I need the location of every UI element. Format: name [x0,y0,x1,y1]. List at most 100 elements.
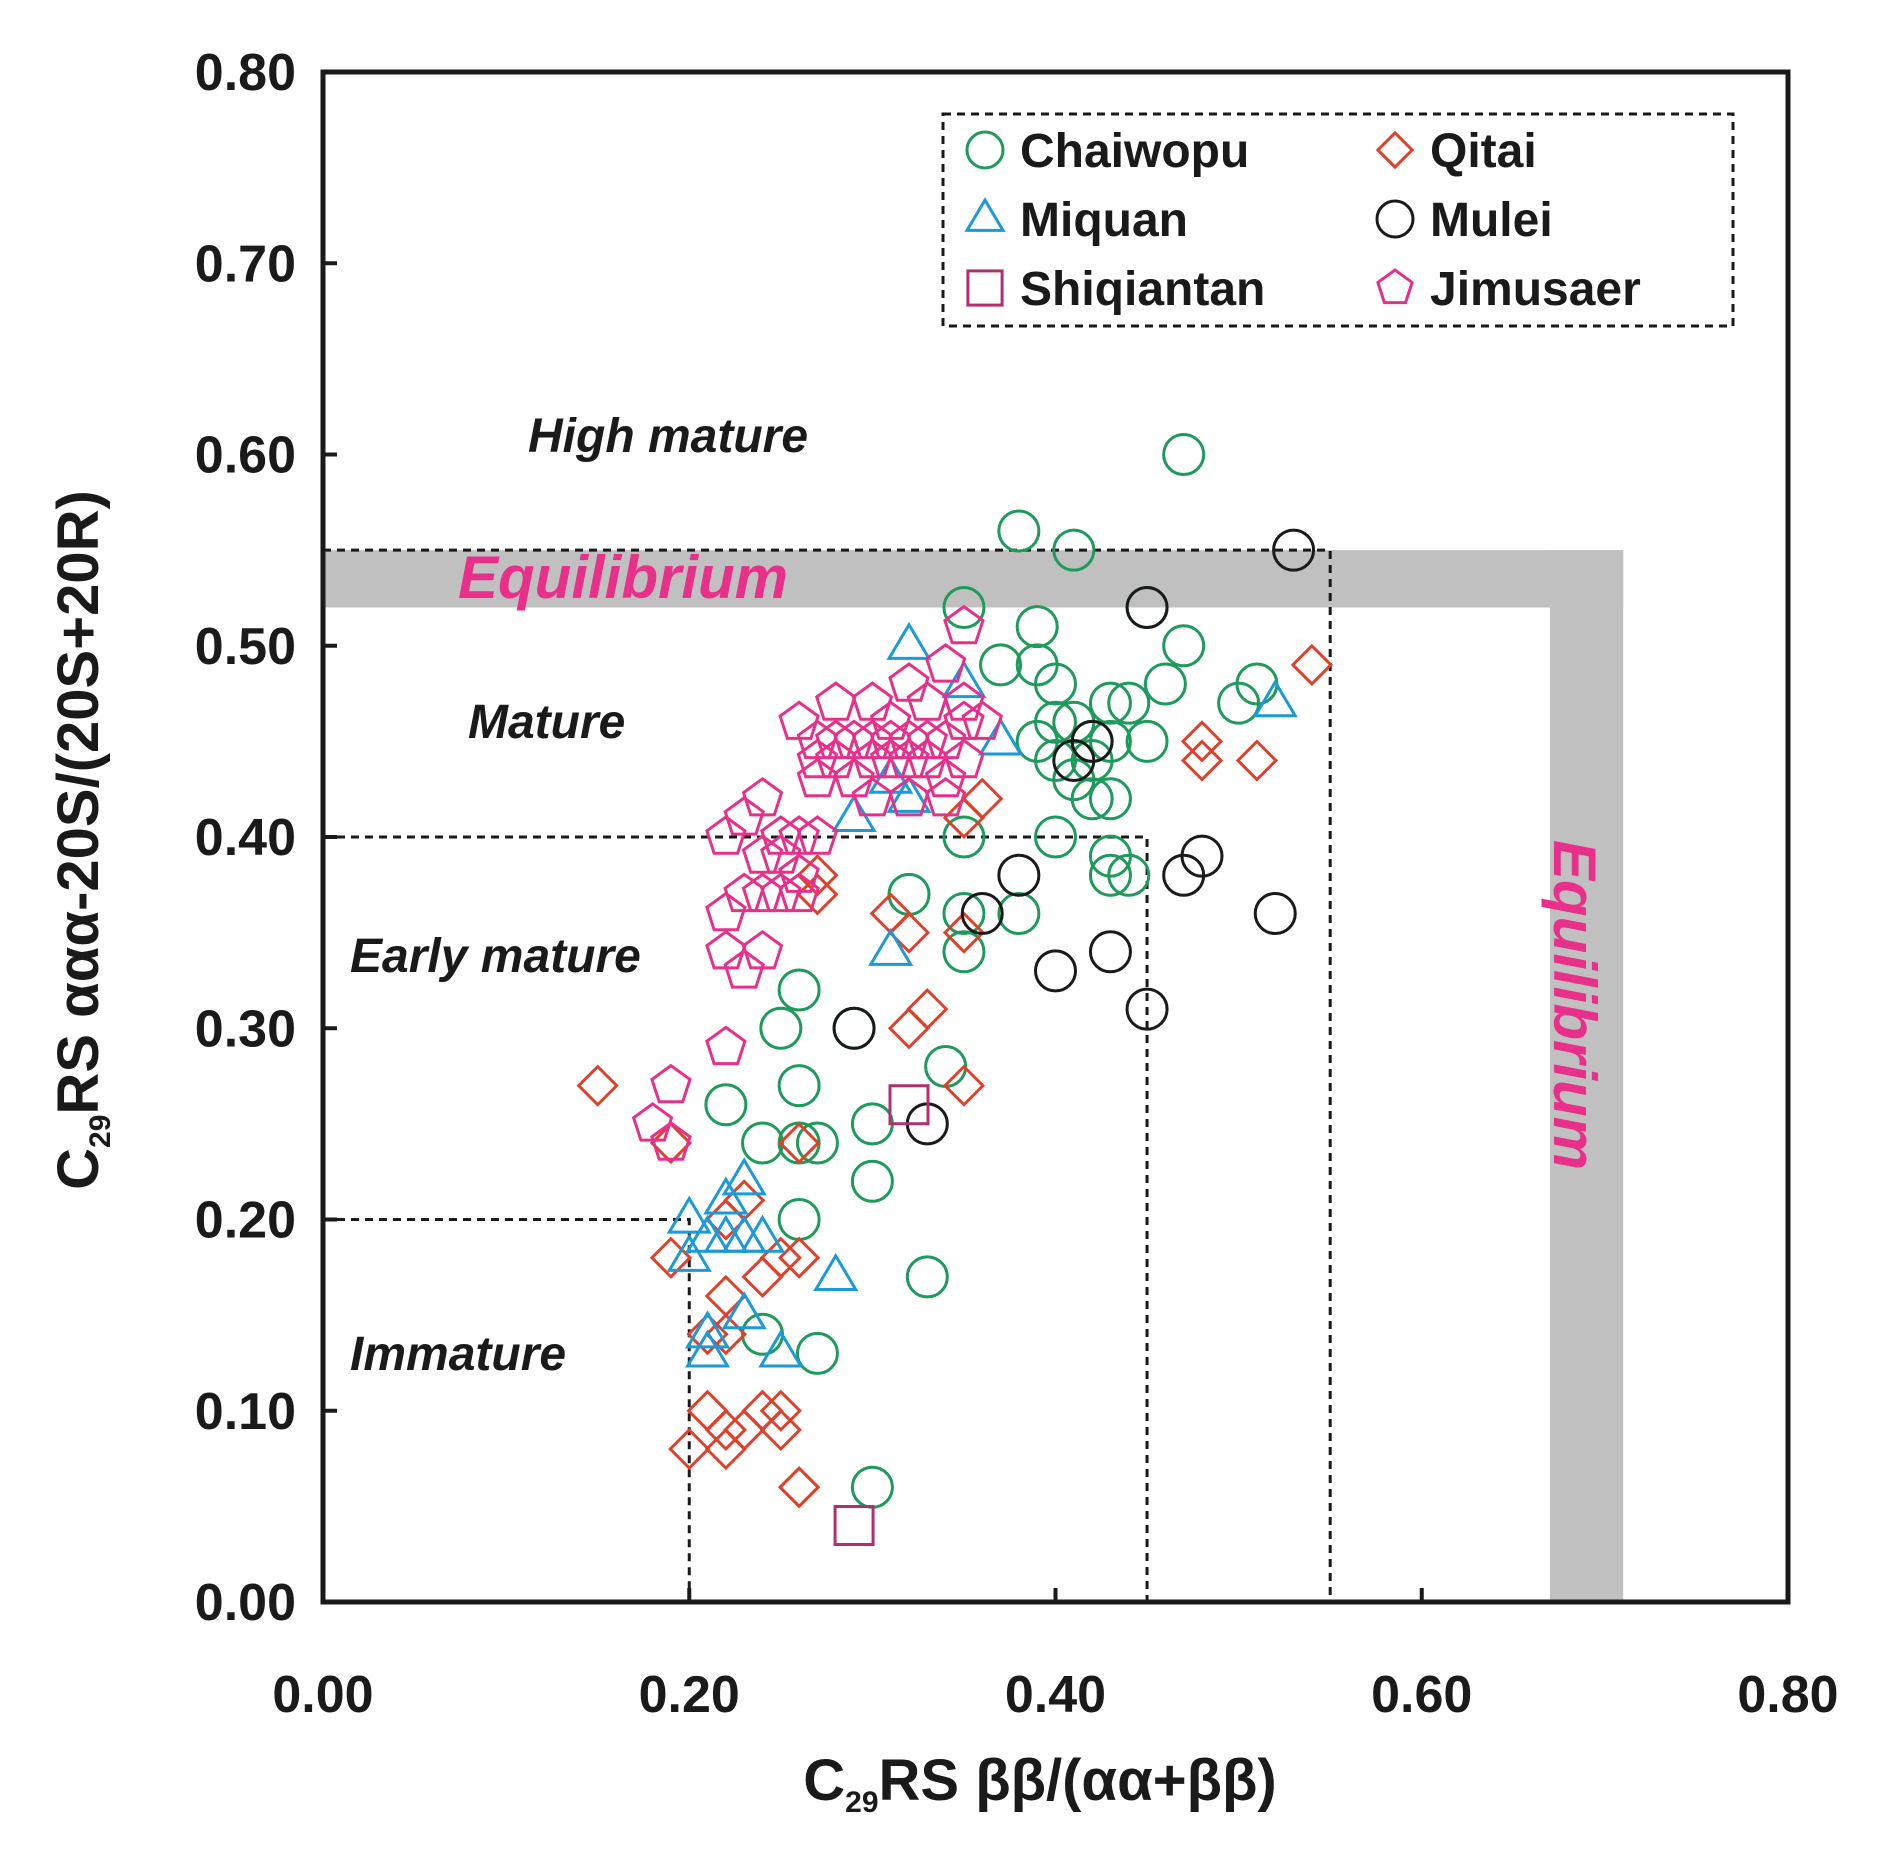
data-point-chaiwopu-1 [997,509,1041,553]
legend-label-shiqiantan: Shiqiantan [1020,263,1265,316]
data-point-jimusaer-48 [723,949,765,989]
data-point-qitai-31 [759,1408,802,1451]
y-axis-title-main: C [46,1148,111,1190]
data-point-miquan-10 [666,1195,712,1234]
data-point-qitai-22 [741,1255,784,1298]
data-point-qitai-16 [778,1121,821,1165]
data-point-chaiwopu-0 [1162,433,1206,476]
y-axis-title: C29RS ααα-20S/(20S+20R) [46,490,117,1190]
data-point-miquan-16 [813,1252,859,1291]
y-axis-title-rest: RS ααα-20S/(20S+20R) [46,490,111,1114]
data-point-jimusaer-1 [924,643,967,683]
y-axis-ticks: 0.00 0.10 0.20 0.30 0.40 0.50 0.60 0.70 0.80 [195,44,337,1632]
data-point-miquan-17 [721,1291,767,1330]
data-point-chaiwopu-30 [997,892,1041,935]
equilibrium-band-horizontal [323,550,1624,608]
data-point-jimusaer-22 [869,738,912,779]
data-point-chaiwopu-38 [704,1083,748,1127]
data-point-chaiwopu-9 [1162,624,1206,668]
data-point-miquan-3 [1252,679,1298,718]
data-point-qitai-30 [759,1389,802,1432]
data-point-miquan-18 [684,1310,731,1349]
data-point-miquan-20 [684,1329,731,1368]
data-point-mulei-3 [1052,739,1096,782]
data-point-chaiwopu-29 [942,892,986,935]
legend-box [941,112,1735,328]
data-point-chaiwopu-3 [942,586,986,629]
data-point-jimusaer-28 [851,776,894,817]
data-point-chaiwopu-39 [741,1121,784,1165]
legend-marker-chaiwopu [965,130,1005,170]
data-point-qitai-3 [1235,739,1279,782]
legend-label-chaiwopu: Chaiwopu [1020,125,1249,178]
x-axis-title-subscript: 29 [845,1786,878,1819]
data-point-chaiwopu-48 [741,1312,784,1356]
data-point-jimusaer-3 [906,681,949,721]
data-point-chaiwopu-32 [887,872,931,916]
data-point-qitai-2 [1180,739,1224,782]
y-axis-title-subscript: 29 [84,1115,117,1148]
data-point-mulei-12 [832,1006,876,1050]
data-point-mulei-8 [1253,892,1297,935]
data-point-qitai-33 [704,1427,747,1471]
data-point-chaiwopu-40 [777,1121,821,1165]
data-point-jimusaer-45 [778,872,820,913]
y-tick-label: 0.80 [195,44,296,102]
data-point-qitai-4 [961,777,1004,820]
maturity-boundaries [323,548,1332,1602]
x-axis-ticks: 0.00 0.20 0.40 0.60 0.80 [272,1588,1839,1724]
legend-marker-miquan [964,197,1006,232]
data-point-chaiwopu-50 [850,1465,894,1509]
data-point-miquan-0 [886,621,932,660]
data-point-chaiwopu-35 [777,968,821,1012]
data-point-chaiwopu-28 [942,815,986,859]
data-point-chaiwopu-5 [1015,605,1059,649]
data-point-chaiwopu-41 [795,1121,839,1165]
data-point-chaiwopu-26 [1088,853,1132,897]
legend-marker-jimusaer [1376,268,1414,305]
data-point-mulei-1 [1125,586,1169,629]
y-tick-label: 0.70 [195,235,296,293]
legend-label-mulei: Mulei [1430,194,1553,247]
data-point-jimusaer-17 [943,700,985,740]
data-point-chaiwopu-6 [979,643,1023,687]
data-point-miquan-14 [666,1233,712,1272]
x-tick-label: 0.00 [272,1666,373,1724]
data-point-jimusaer-25 [924,757,967,798]
data-point-miquan-19 [758,1329,804,1368]
data-point-qitai-5 [942,796,986,839]
data-point-qitai-0 [1290,643,1333,686]
data-point-chaiwopu-36 [759,1006,803,1050]
data-point-jimusaer-30 [796,757,839,798]
data-point-chaiwopu-11 [1088,681,1132,725]
data-point-qitai-11 [906,988,949,1031]
y-tick-label: 0.10 [195,1383,296,1441]
data-point-jimusaer-29 [888,776,930,817]
data-point-qitai-26 [686,1389,729,1432]
y-tick-label: 0.00 [195,1574,296,1632]
x-axis-title-main: C [803,1748,845,1813]
data-point-chaiwopu-23 [1088,777,1132,821]
y-tick-label: 0.60 [195,427,296,485]
data-point-miquan-15 [739,1214,786,1253]
data-point-qitai-28 [704,1408,747,1451]
data-point-qitai-21 [778,1236,821,1279]
data-point-qitai-14 [576,1064,619,1107]
y-tick-label: 0.50 [195,618,296,676]
legend-marker-shiqiantan [966,269,1004,307]
data-point-qitai-23 [704,1274,747,1318]
data-point-qitai-15 [649,1121,693,1165]
data-point-chaiwopu-47 [777,1198,821,1241]
y-tick-label: 0.20 [195,1192,296,1250]
data-point-jimusaer-52 [650,1121,692,1161]
zone-label-high-mature: High mature [528,410,808,463]
data-point-jimusaer-49 [705,1025,747,1066]
data-point-miquan-8 [721,1157,767,1196]
data-point-mulei-4 [997,853,1041,897]
data-point-chaiwopu-24 [1034,815,1077,859]
data-point-jimusaer-43 [705,891,747,932]
data-point-chaiwopu-8 [1034,662,1077,706]
data-point-miquan-6 [886,774,932,813]
data-point-chaiwopu-42 [850,1102,894,1146]
data-point-chaiwopu-37 [777,1064,821,1108]
